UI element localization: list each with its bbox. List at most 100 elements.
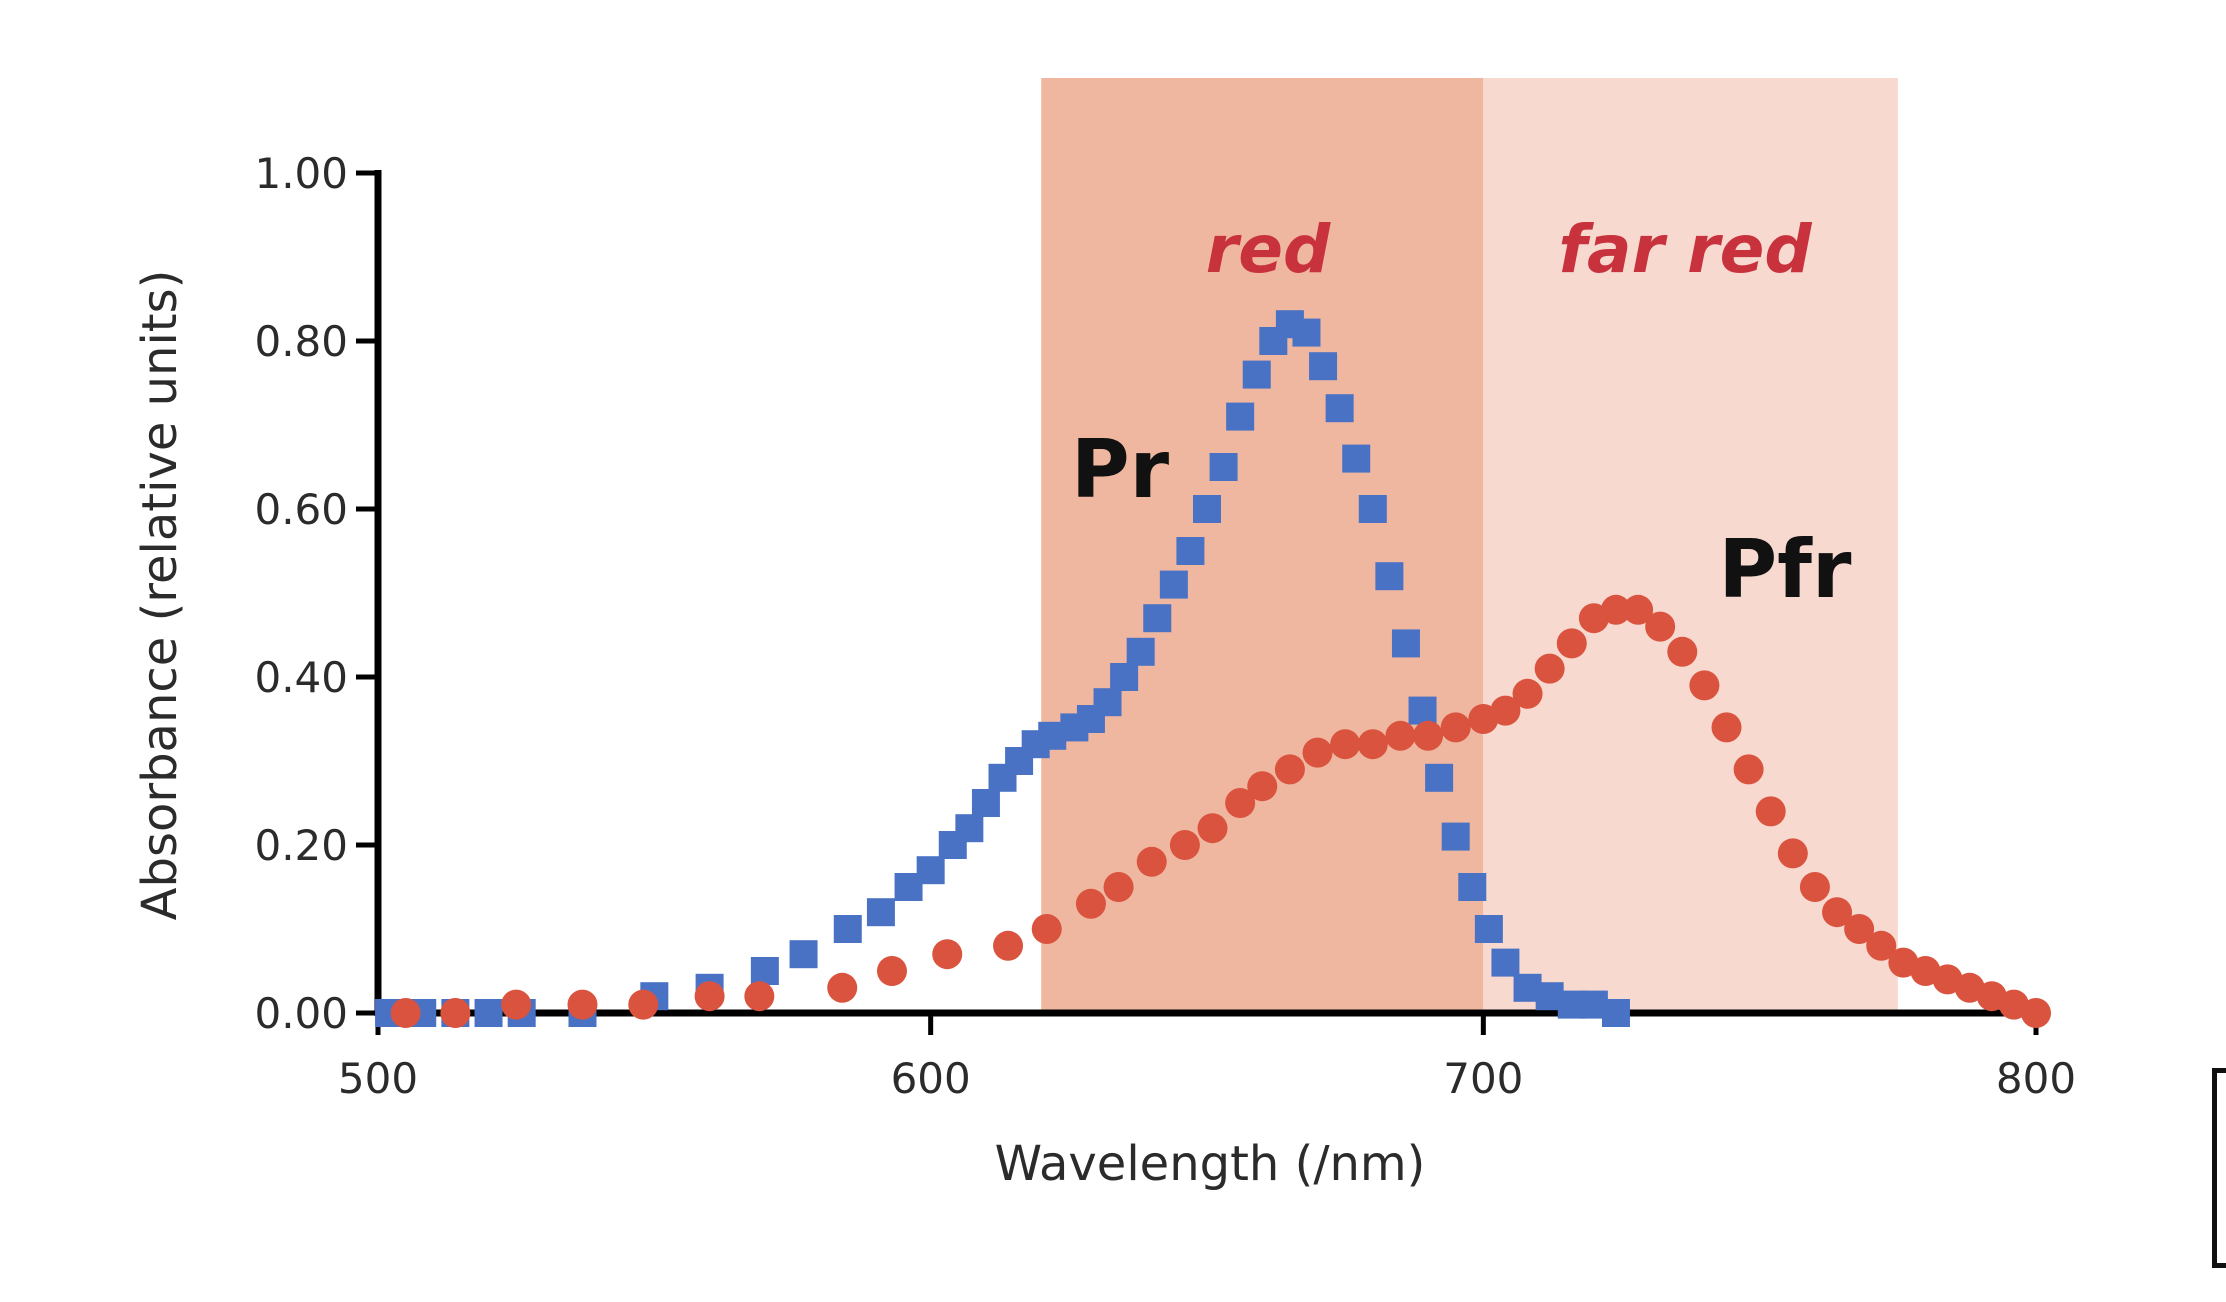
pfr-data-point: [1512, 678, 1543, 709]
pr-data-point: [1159, 570, 1188, 599]
pfr-data-point: [1777, 838, 1808, 869]
pfr-data-point: [1385, 720, 1416, 751]
pfr-data-point: [1225, 788, 1256, 818]
pfr-data-point: [1490, 695, 1521, 726]
band-far-red: [1483, 78, 1898, 1013]
band-red: [1041, 78, 1484, 1013]
pfr-data-point: [1169, 830, 1200, 860]
pfr-data-point: [1031, 914, 1062, 944]
cropped-frame-edge: [2212, 1068, 2226, 1268]
pfr-data-point: [1689, 670, 1720, 701]
x-tick-label: 700: [1443, 1054, 1523, 1103]
pfr-data-point: [1667, 636, 1698, 667]
wavelength-bands: [1041, 78, 1898, 1013]
pfr-data-point: [1136, 846, 1167, 877]
pfr-data-point: [1755, 796, 1786, 827]
y-tick-label: 0.80: [254, 317, 348, 366]
band-label-red: red: [1206, 211, 1331, 288]
series-pr: [375, 310, 1630, 1027]
pfr-data-point: [1274, 754, 1305, 785]
x-tick-label: 800: [1996, 1054, 2076, 1103]
data-series: [375, 310, 2051, 1028]
pr-data-point: [1309, 352, 1338, 381]
pfr-data-point: [1534, 653, 1565, 684]
pfr-data-point: [1330, 729, 1361, 760]
pr-data-point: [833, 915, 862, 943]
pr-data-point: [1458, 873, 1487, 901]
pr-data-point: [1601, 999, 1630, 1027]
pfr-data-point: [1711, 712, 1742, 743]
y-axis-label: Absorbance (relative units): [132, 270, 188, 921]
pr-data-point: [789, 940, 818, 969]
band-label-far-red: far red: [1558, 211, 1812, 288]
pr-data-point: [1375, 562, 1404, 591]
pfr-data-point: [1600, 594, 1631, 625]
pfr-data-point: [1866, 930, 1897, 961]
pfr-data-point: [628, 989, 659, 1020]
series-pfr: [390, 594, 2051, 1028]
pr-data-point: [1226, 402, 1255, 431]
pfr-data-point: [1075, 888, 1106, 919]
pr-data-point: [1143, 604, 1172, 633]
y-tick-label: 0.20: [254, 821, 348, 870]
series-label-pfr: Pfr: [1719, 523, 1852, 616]
pfr-data-point: [390, 998, 421, 1028]
pfr-data-point: [2021, 998, 2051, 1028]
y-tick-label: 0.60: [254, 485, 348, 534]
pr-data-point: [1292, 318, 1321, 347]
pfr-data-point: [993, 930, 1024, 961]
pfr-data-point: [1556, 628, 1587, 659]
pr-data-point: [1425, 763, 1454, 792]
axis-ticks: 0.00 0.20 0.40 0.60 0.80 1.00 500 600 700 800: [254, 149, 2076, 1103]
pr-data-point: [955, 814, 984, 843]
pfr-data-point: [1844, 914, 1875, 944]
x-tick-label: 500: [338, 1054, 418, 1103]
pfr-data-point: [1413, 720, 1444, 751]
chart-labels: Wavelength (/nm) Absorbance (relative un…: [132, 211, 1852, 1192]
pfr-data-point: [567, 989, 598, 1020]
pfr-data-point: [1822, 897, 1853, 928]
pr-data-point: [1242, 360, 1271, 389]
pfr-data-point: [1302, 737, 1333, 768]
pfr-data-point: [827, 972, 858, 1003]
pfr-data-point: [1799, 872, 1830, 902]
pr-data-point: [1093, 688, 1122, 717]
pfr-data-point: [744, 981, 775, 1012]
pr-data-point: [866, 898, 895, 927]
pfr-data-point: [1357, 729, 1388, 760]
y-tick-label: 0.00: [254, 989, 348, 1038]
pr-data-point: [1342, 444, 1371, 473]
y-tick-label: 1.00: [254, 149, 348, 198]
series-label-pr: Pr: [1071, 423, 1170, 516]
pr-data-point: [1193, 495, 1221, 523]
pr-data-point: [1441, 822, 1470, 851]
pfr-data-point: [694, 981, 725, 1012]
pr-data-point: [1209, 453, 1238, 481]
pfr-data-point: [1247, 771, 1278, 802]
pr-data-point: [971, 789, 1000, 817]
pr-data-point: [1126, 637, 1155, 666]
pr-data-point: [1474, 915, 1503, 943]
pr-data-point: [1391, 629, 1420, 658]
pr-data-point: [1110, 663, 1139, 691]
pfr-data-point: [932, 939, 963, 970]
pfr-data-point: [440, 998, 471, 1028]
pfr-data-point: [1645, 611, 1676, 642]
pfr-data-point: [1733, 754, 1764, 785]
x-tick-label: 600: [891, 1054, 971, 1103]
pr-data-point: [1358, 495, 1387, 523]
pfr-data-point: [876, 956, 907, 986]
pr-data-point: [1491, 948, 1520, 977]
pfr-data-point: [1103, 872, 1134, 902]
pr-data-point: [916, 856, 945, 885]
pr-data-point: [1176, 537, 1205, 565]
pr-data-point: [750, 957, 779, 985]
pr-data-point: [474, 999, 503, 1027]
x-axis-label: Wavelength (/nm): [995, 1136, 1426, 1192]
pfr-data-point: [1440, 712, 1471, 743]
pfr-data-point: [501, 989, 532, 1020]
pfr-data-point: [1197, 813, 1228, 844]
pfr-data-point: [1623, 594, 1654, 625]
y-tick-label: 0.40: [254, 653, 348, 702]
